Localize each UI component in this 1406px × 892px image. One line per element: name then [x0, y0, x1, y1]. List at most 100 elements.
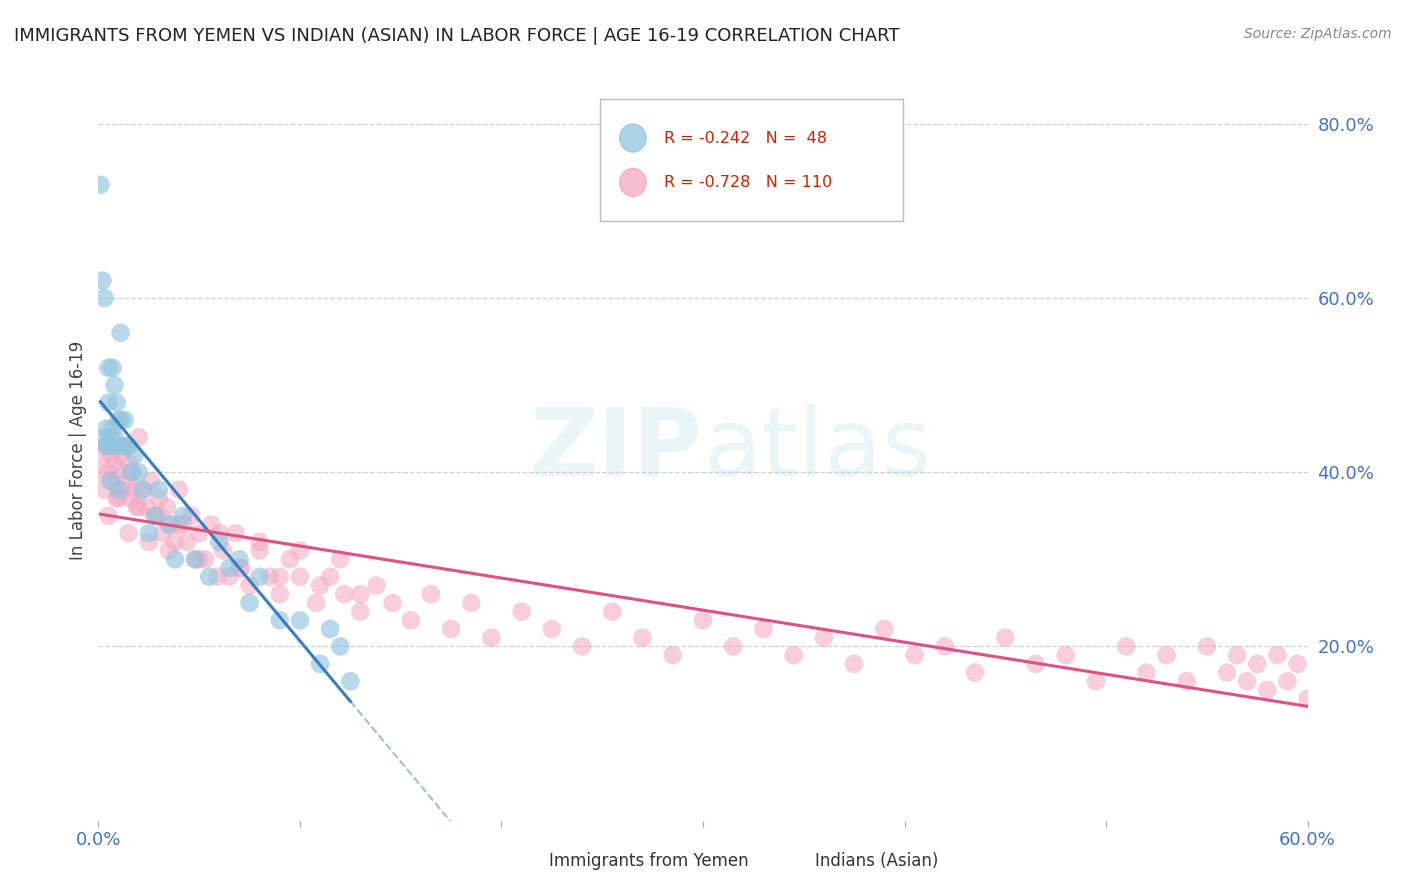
Point [1246, 657, 1268, 671]
Point [157, 543, 180, 558]
Point [124, 483, 146, 497]
Point [1054, 648, 1077, 662]
Point [631, 631, 654, 645]
Text: Immigrants from Yemen: Immigrants from Yemen [550, 853, 749, 871]
Point [107, 465, 129, 479]
Point [440, 622, 463, 636]
Point [269, 570, 291, 584]
Point [114, 413, 136, 427]
Point [259, 570, 281, 584]
Point [138, 526, 160, 541]
Text: R = -0.728   N = 110: R = -0.728 N = 110 [664, 175, 832, 190]
Point [661, 648, 683, 662]
Point [752, 622, 775, 636]
Point [349, 605, 371, 619]
Point [180, 508, 202, 523]
Point [329, 552, 352, 566]
Point [218, 570, 240, 584]
Point [329, 640, 352, 654]
Point [1286, 657, 1309, 671]
Point [110, 326, 132, 340]
Point [105, 395, 128, 409]
Text: Indians (Asian): Indians (Asian) [815, 853, 939, 871]
Point [692, 613, 714, 627]
Point [152, 526, 174, 541]
Point [288, 543, 311, 558]
Point [105, 439, 128, 453]
Point [100, 430, 122, 444]
Point [128, 430, 150, 444]
Point [249, 570, 271, 584]
Point [1256, 683, 1278, 698]
Point [873, 622, 896, 636]
Point [93, 430, 115, 444]
Point [207, 570, 229, 584]
Point [143, 508, 166, 523]
Point [132, 483, 155, 497]
Point [1025, 657, 1047, 671]
Point [135, 500, 157, 514]
Point [121, 465, 143, 479]
Point [107, 491, 129, 506]
Point [288, 570, 311, 584]
Point [157, 517, 180, 532]
Point [120, 465, 142, 479]
Point [339, 674, 361, 689]
Point [128, 465, 150, 479]
Point [103, 378, 125, 392]
Point [101, 360, 124, 375]
Point [110, 413, 132, 427]
Point [278, 552, 301, 566]
Point [96, 422, 118, 436]
Y-axis label: In Labor Force | Age 16-19: In Labor Force | Age 16-19 [69, 341, 87, 560]
Point [239, 578, 262, 592]
Point [97, 439, 120, 453]
Point [96, 439, 118, 453]
Point [309, 578, 332, 592]
Point [1296, 691, 1319, 706]
Point [218, 561, 240, 575]
Point [103, 457, 125, 471]
Text: R = -0.242   N =  48: R = -0.242 N = 48 [664, 130, 827, 145]
Point [1236, 674, 1258, 689]
Point [1175, 674, 1198, 689]
Point [460, 596, 482, 610]
Point [160, 517, 183, 532]
Point [1135, 665, 1157, 680]
Ellipse shape [783, 851, 804, 871]
Point [844, 657, 866, 671]
Point [420, 587, 443, 601]
Ellipse shape [620, 124, 647, 153]
Point [723, 640, 745, 654]
Point [124, 448, 146, 462]
Point [399, 613, 422, 627]
Point [97, 508, 120, 523]
Point [783, 648, 806, 662]
Point [249, 543, 271, 558]
Point [319, 570, 342, 584]
Point [904, 648, 927, 662]
Point [107, 413, 129, 427]
Point [101, 422, 124, 436]
Point [118, 457, 141, 471]
Point [107, 483, 129, 497]
Point [163, 535, 186, 549]
Point [111, 483, 134, 497]
Point [114, 439, 136, 453]
Point [138, 535, 160, 549]
Point [813, 631, 835, 645]
Point [101, 474, 124, 488]
Point [1156, 648, 1178, 662]
Point [148, 491, 170, 506]
Point [96, 439, 118, 453]
Point [319, 622, 342, 636]
Point [309, 657, 332, 671]
Point [115, 439, 138, 453]
Point [97, 360, 120, 375]
Point [148, 483, 170, 497]
Point [200, 517, 222, 532]
Point [934, 640, 956, 654]
Point [118, 439, 141, 453]
Point [1216, 665, 1239, 680]
Point [994, 631, 1017, 645]
